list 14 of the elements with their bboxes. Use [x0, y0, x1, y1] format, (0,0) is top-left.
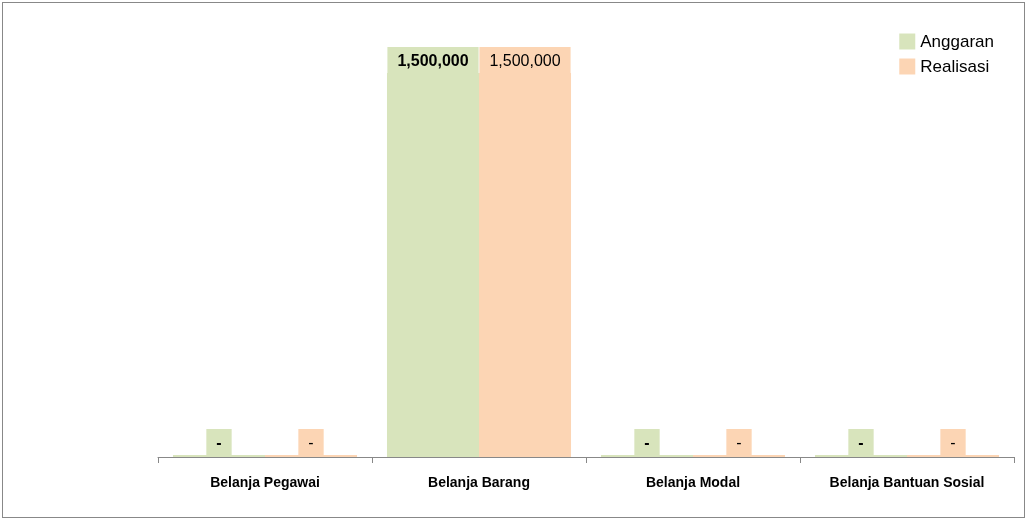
data-label: - — [216, 433, 222, 451]
x-tick-label: Belanja Modal — [645, 474, 741, 490]
data-label: - — [644, 433, 650, 451]
data-label: 1,500,000 — [489, 51, 561, 69]
data-label: - — [736, 433, 742, 451]
x-tick-label: Belanja Bantuan Sosial — [829, 474, 985, 490]
data-label: - — [308, 433, 314, 451]
data-label: - — [950, 433, 956, 451]
x-tick-label: Belanja Barang — [428, 474, 530, 490]
legend-label: Anggaran — [920, 32, 995, 51]
data-label: - — [858, 433, 864, 451]
legend-label: Realisasi — [920, 57, 990, 76]
data-label: 1,500,000 — [397, 51, 469, 69]
x-tick-label: Belanja Pegawai — [210, 474, 320, 490]
